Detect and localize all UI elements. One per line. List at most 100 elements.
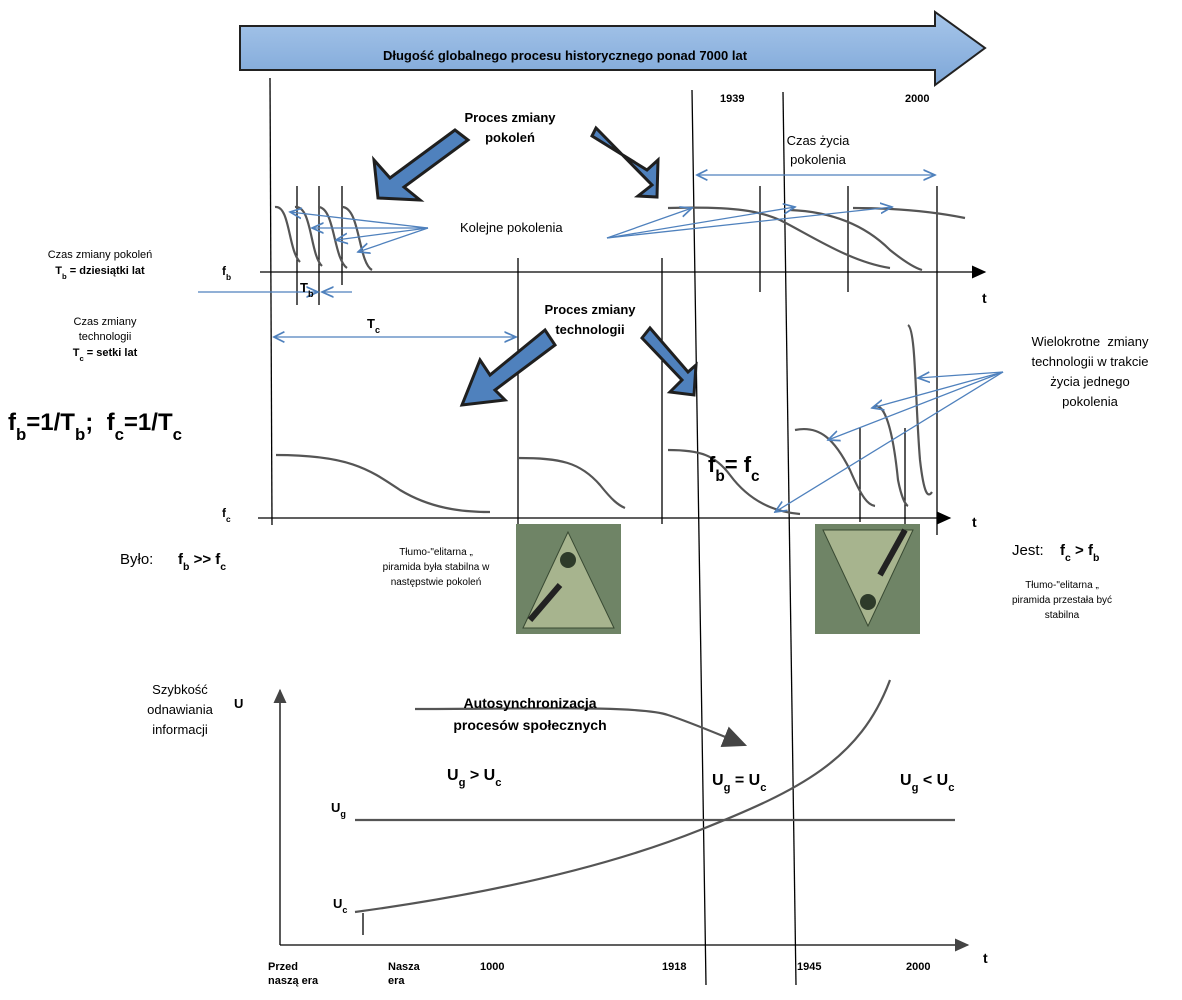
t-label: t	[972, 514, 977, 530]
line: Nasza	[388, 961, 421, 973]
line: Tłumo-"elitarna „	[399, 547, 473, 558]
text-part: ; f	[85, 409, 115, 436]
generation-process: Proces zmiany pokoleń	[464, 110, 556, 145]
line: piramida przestała być	[1012, 595, 1112, 606]
line: stabilna	[1045, 610, 1080, 621]
marker-lines	[297, 186, 937, 535]
tb-marker: Tb	[300, 280, 314, 299]
line: Szybkość	[152, 682, 208, 697]
tech-change-definition: Tc = setki lat	[73, 347, 138, 363]
subscript: c	[173, 425, 182, 444]
t-label: t	[982, 290, 987, 306]
block-arrow	[374, 130, 468, 200]
line: era	[388, 975, 405, 987]
formula: fb=1/Tb; fc=1/Tc	[8, 409, 182, 444]
subscript: c	[495, 777, 501, 789]
before-era: Przed naszą era	[268, 961, 319, 987]
line: technologii w trakcie	[1031, 354, 1148, 369]
year: 1945	[797, 961, 821, 973]
text-part: U	[333, 896, 342, 911]
text-part: U	[900, 772, 912, 789]
line: Proces zmiany	[464, 110, 556, 125]
line: procesów społecznych	[453, 717, 606, 733]
subscript: c	[220, 561, 226, 573]
year: 1918	[662, 961, 686, 973]
pyramid-right-caption: Tłumo-"elitarna „ piramida przestała być s…	[1012, 580, 1112, 621]
line: Przed	[268, 961, 298, 973]
subscript: b	[308, 289, 314, 299]
text-part: = setki lat	[84, 347, 138, 359]
block-arrow	[642, 328, 696, 395]
text-part: >> f	[189, 551, 221, 568]
line: odnawiania	[147, 702, 214, 717]
text-part: > U	[465, 767, 495, 784]
year: 2000	[906, 961, 930, 973]
speed-label: Szybkość odnawiania informacji	[147, 682, 214, 737]
line: następstwie pokoleń	[391, 577, 482, 588]
pyramid-left-caption: Tłumo-"elitarna „ piramida była stabilna …	[383, 547, 490, 588]
line: Autosynchronizacja	[463, 695, 596, 711]
ug-label: Ug	[331, 800, 346, 819]
subscript: c	[115, 425, 124, 444]
tech-change-label: Czas zmiany technologii	[74, 316, 137, 343]
subscript: c	[948, 782, 954, 794]
technology-curves	[276, 325, 932, 514]
is-label: Jest:	[1012, 542, 1044, 559]
subscript: b	[226, 272, 231, 282]
subscript: b	[75, 425, 85, 444]
line: pokolenia	[790, 152, 846, 167]
subscript: c	[375, 325, 380, 335]
fb-axis-label: fb	[222, 264, 231, 282]
subscript: c	[226, 514, 231, 524]
multiple-changes: Wielokrotne zmiany technologii w trakcie ż…	[1031, 334, 1149, 409]
lifetime: Czas życia pokolenia	[787, 133, 851, 167]
year: 1939	[720, 93, 744, 105]
was-label: Było:	[120, 551, 153, 568]
gen-change-definition: Tb = dziesiątki lat	[55, 265, 145, 281]
line: informacji	[152, 722, 208, 737]
subscript: b	[715, 468, 724, 485]
uc-curve	[355, 680, 890, 912]
uc-label: Uc	[333, 896, 347, 915]
text-part: < U	[918, 772, 948, 789]
text-part: = f	[725, 452, 752, 477]
was-relation: fb >> fc	[178, 551, 226, 573]
line: piramida była stabilna w	[383, 562, 490, 573]
line: technologii	[79, 331, 132, 343]
line: życia jednego	[1050, 374, 1130, 389]
subscript: g	[340, 809, 346, 819]
line: technologii	[555, 322, 624, 337]
successive-generations: Kolejne pokolenia	[460, 220, 563, 235]
our-era: Nasza era	[388, 961, 421, 987]
year: 1000	[480, 961, 504, 973]
block-arrow	[462, 330, 555, 405]
gen-change-label: Czas zmiany pokoleń	[48, 249, 153, 261]
page: Długość globalnego procesu historycznego…	[0, 0, 1182, 1000]
line: Czas życia	[787, 133, 851, 148]
text-part: = dziesiątki lat	[67, 265, 145, 277]
line: Czas zmiany	[74, 316, 137, 328]
text-part: U	[447, 767, 459, 784]
upper-y-axis	[270, 78, 272, 525]
subscript: b	[16, 425, 26, 444]
line: naszą era	[268, 975, 319, 987]
generation-curves	[275, 207, 965, 270]
fc-axis-label: fc	[222, 506, 231, 524]
text-part: > f	[1071, 542, 1094, 559]
subscript: b	[1093, 552, 1099, 564]
subscript: c	[342, 905, 347, 915]
ug-gt-uc: Ug > Uc	[447, 767, 501, 789]
year: 2000	[905, 93, 929, 105]
text-part: = U	[730, 772, 760, 789]
banner-text: Długość globalnego procesu historycznego…	[383, 48, 748, 63]
line: pokolenia	[1062, 394, 1118, 409]
block-arrow	[592, 128, 658, 197]
autosync: Autosynchronizacja procesów społecznych	[453, 695, 606, 733]
line: Wielokrotne zmiany	[1031, 334, 1149, 349]
text-part: T	[367, 316, 375, 331]
line: Tłumo-"elitarna „	[1025, 580, 1099, 591]
ug-lt-uc: Ug < Uc	[900, 772, 954, 794]
pyramid-image	[516, 524, 621, 634]
line: pokoleń	[485, 130, 535, 145]
